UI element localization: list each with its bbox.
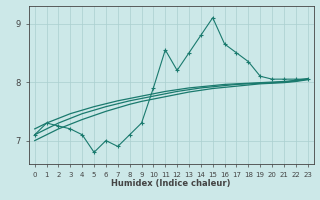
X-axis label: Humidex (Indice chaleur): Humidex (Indice chaleur) (111, 179, 231, 188)
